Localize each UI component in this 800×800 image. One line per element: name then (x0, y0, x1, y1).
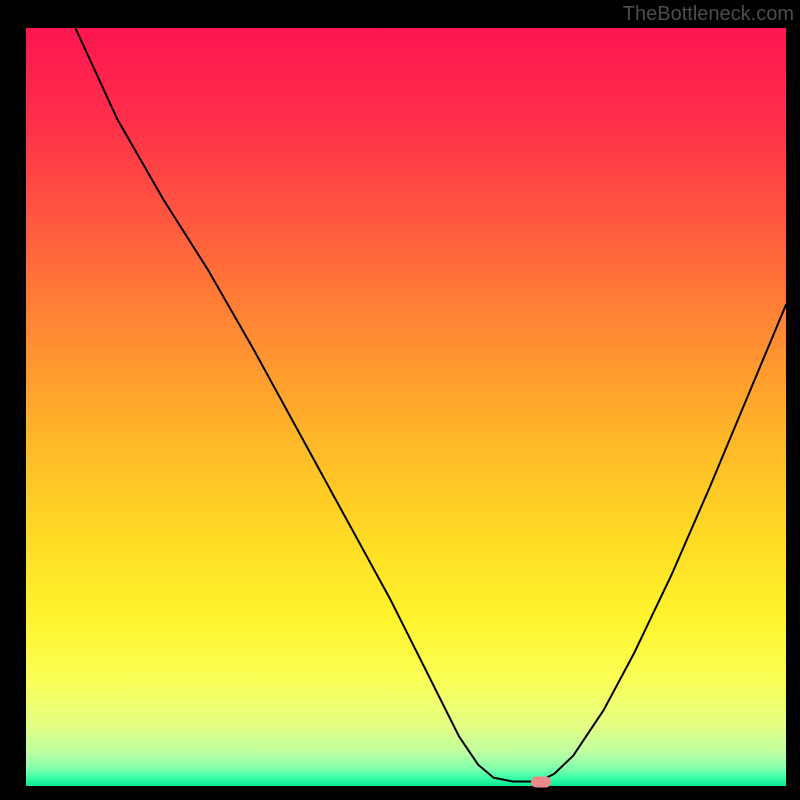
watermark-text: TheBottleneck.com (623, 3, 794, 26)
plot-area (26, 28, 786, 786)
chart-frame: TheBottleneck.com (0, 0, 800, 800)
gradient-background (26, 28, 786, 786)
